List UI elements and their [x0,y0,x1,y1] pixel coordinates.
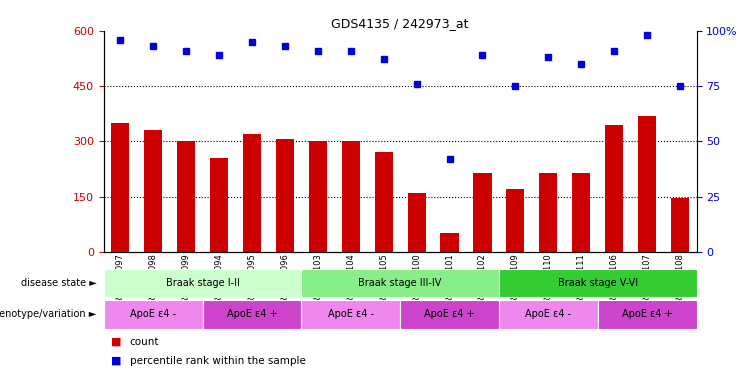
Bar [605,125,623,252]
Text: ■: ■ [111,356,122,366]
Bar [499,300,598,329]
Text: ApoE ε4 +: ApoE ε4 + [425,310,475,319]
Bar [276,139,294,252]
Bar [210,158,228,252]
Bar [309,141,327,252]
Bar [671,199,689,252]
Text: ApoE ε4 -: ApoE ε4 - [525,310,571,319]
Bar [144,130,162,252]
Text: Braak stage III-IV: Braak stage III-IV [359,278,442,288]
Text: ApoE ε4 -: ApoE ε4 - [130,310,176,319]
Bar [177,141,195,252]
Bar [408,193,425,252]
Bar [104,269,302,297]
Text: disease state ►: disease state ► [21,278,96,288]
Bar [506,189,525,252]
Bar [572,173,591,252]
Bar [202,300,302,329]
Bar [638,116,657,252]
Text: ApoE ε4 +: ApoE ε4 + [227,310,277,319]
Bar [400,300,499,329]
Bar [302,300,400,329]
Bar [473,173,491,252]
Text: Braak stage V-VI: Braak stage V-VI [558,278,638,288]
Text: percentile rank within the sample: percentile rank within the sample [130,356,305,366]
Bar [598,300,697,329]
Bar [499,269,697,297]
Bar [111,123,129,252]
Text: ApoE ε4 +: ApoE ε4 + [622,310,672,319]
Bar [243,134,261,252]
Bar [302,269,499,297]
Bar [104,300,202,329]
Bar [440,233,459,252]
Bar [342,141,360,252]
Text: count: count [130,337,159,347]
Text: Braak stage I-II: Braak stage I-II [165,278,239,288]
Bar [539,173,557,252]
Bar [375,152,393,252]
Text: genotype/variation ►: genotype/variation ► [0,310,96,319]
Text: ApoE ε4 -: ApoE ε4 - [328,310,373,319]
Text: ■: ■ [111,337,122,347]
Title: GDS4135 / 242973_at: GDS4135 / 242973_at [331,17,469,30]
